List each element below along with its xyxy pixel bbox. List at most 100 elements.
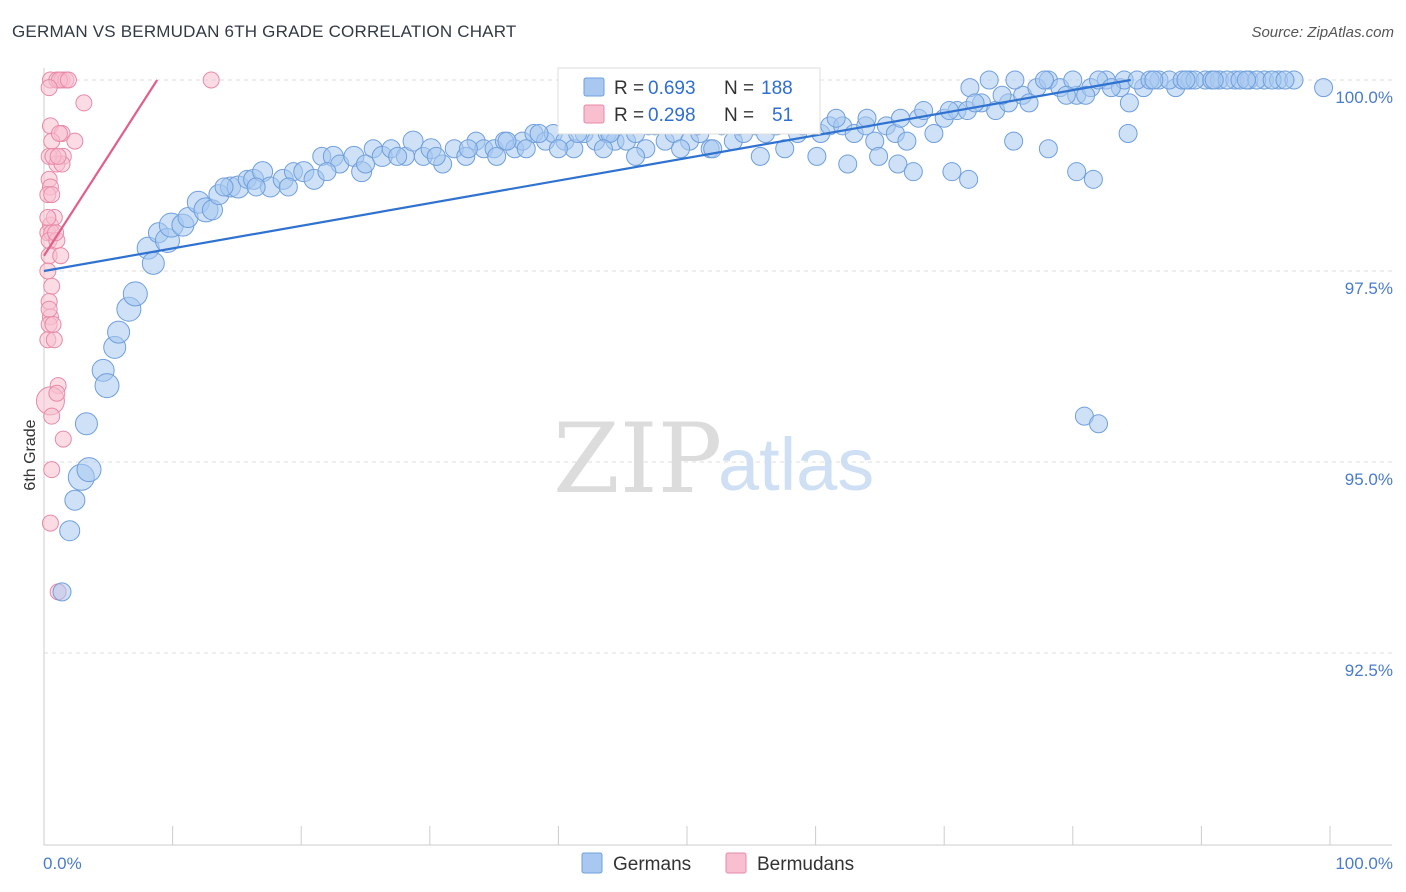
german-point (903, 162, 923, 182)
bottom-swatch-bermudan (725, 852, 747, 874)
bermudan-point (50, 124, 68, 142)
legend-german-r-value: 0.693 (648, 78, 696, 99)
german-point (458, 139, 478, 159)
axes (43, 68, 1392, 846)
german-point (750, 146, 770, 166)
legend-german-n-value: 188 (761, 78, 793, 99)
german-point (317, 162, 337, 182)
german-point (59, 520, 81, 542)
german-point (1118, 123, 1138, 143)
legend-swatch-bermudan (583, 104, 605, 124)
german-point (94, 373, 120, 399)
german-point (402, 130, 424, 152)
german-point (529, 123, 549, 143)
bermudan-point (59, 71, 77, 89)
german-point (897, 131, 917, 151)
german-point (826, 108, 846, 128)
bermudan-point (45, 331, 63, 349)
german-point (1005, 70, 1025, 90)
legend-bermudan-n-label: N = (724, 105, 754, 126)
german-points (52, 70, 1334, 602)
german-point (246, 177, 266, 197)
bermudan-point (40, 300, 58, 318)
trendlines (43, 78, 1131, 273)
german-point (356, 154, 375, 174)
bermudan-point (43, 461, 61, 479)
bottom-legend: Germans Bermudans (581, 852, 854, 875)
x-tick-labels: 0.0% 100.0% (43, 854, 1393, 873)
german-point (214, 177, 234, 197)
legend-german-r-label: R = (614, 78, 644, 99)
grid (44, 79, 1392, 654)
german-point (76, 457, 102, 483)
german-point (1067, 162, 1087, 182)
bermudan-trendline (43, 79, 159, 257)
german-point (1083, 169, 1103, 189)
legend-german-n-label: N = (724, 78, 754, 99)
german-point (141, 251, 165, 275)
german-point (959, 169, 979, 189)
german-point (1056, 85, 1076, 105)
watermark-atlas: atlas (718, 423, 874, 506)
german-point (1119, 93, 1139, 113)
legend: R = 0.693 N = 188 R = 0.298 N = 51 (557, 67, 821, 135)
bermudan-point (52, 247, 70, 265)
german-point (1176, 70, 1196, 90)
legend-bermudan-n-value: 51 (772, 105, 793, 126)
watermark: ZIP atlas (553, 403, 874, 515)
german-point (992, 85, 1012, 105)
german-point (1035, 70, 1055, 90)
german-point (497, 131, 517, 151)
bermudan-point (43, 277, 61, 295)
x-tick-left: 0.0% (43, 854, 82, 873)
german-point (64, 489, 86, 511)
y-tick-2: 95.0% (1345, 470, 1393, 489)
bermudan-point (54, 430, 72, 448)
legend-swatch-german (583, 77, 605, 97)
bermudan-point (43, 407, 61, 425)
german-point (1144, 70, 1164, 90)
german-point (122, 281, 148, 307)
y-tick-1: 97.5% (1345, 279, 1393, 298)
bermudan-point (40, 79, 58, 97)
german-point (1038, 139, 1058, 159)
german-point (1076, 85, 1096, 105)
bottom-legend-bermudan: Bermudans (757, 854, 854, 875)
x-tick-right: 100.0% (1335, 854, 1393, 873)
german-point (1236, 70, 1256, 90)
german-point (890, 108, 910, 128)
german-point (548, 139, 568, 159)
bermudan-point (43, 186, 61, 204)
german-point (942, 162, 962, 182)
bermudan-point (202, 71, 220, 89)
y-axis-label: 6th Grade (22, 419, 39, 490)
watermark-zip: ZIP (553, 403, 722, 515)
german-point (74, 412, 98, 436)
german-point (838, 154, 858, 174)
y-tick-labels: 100.0% 97.5% 95.0% 92.5% (1335, 88, 1393, 680)
german-point (807, 146, 827, 166)
german-point (1314, 78, 1334, 98)
german-point (979, 70, 999, 90)
chart-title: GERMAN VS BERMUDAN 6TH GRADE CORRELATION… (12, 22, 517, 41)
german-point (278, 177, 298, 197)
bermudan-point (66, 132, 84, 150)
bermudan-point (41, 514, 59, 532)
german-point (107, 320, 131, 344)
bermudan-point (47, 224, 65, 242)
legend-bermudan-r-value: 0.298 (648, 105, 696, 126)
german-point (516, 139, 536, 159)
bottom-legend-german: Germans (613, 854, 691, 875)
german-point (1275, 70, 1295, 90)
german-point (1204, 70, 1224, 90)
german-point (52, 582, 72, 602)
bermudan-point (75, 94, 93, 112)
bottom-swatch-german (581, 852, 603, 874)
source-label: Source: ZipAtlas.com (1251, 24, 1394, 41)
bermudan-point (49, 147, 67, 165)
legend-bermudan-r-label: R = (614, 105, 644, 126)
bermudan-point (48, 384, 66, 402)
german-point (388, 146, 408, 166)
german-point (869, 146, 889, 166)
